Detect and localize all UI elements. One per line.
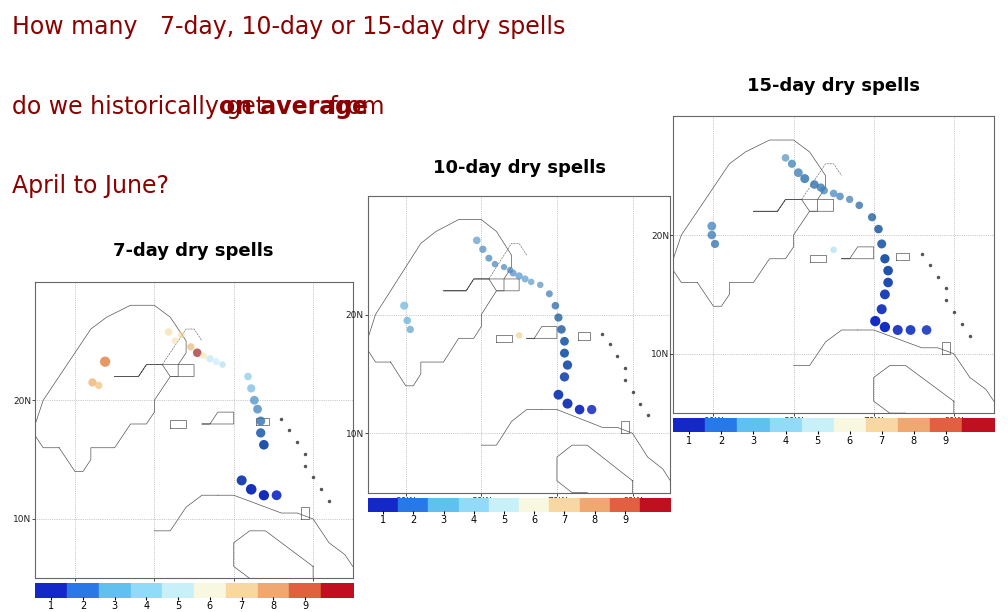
Point (246, 395, 262, 405)
Point (877, 254, 893, 264)
Point (874, 239, 890, 249)
Point (523, 277, 539, 287)
Point (812, 182, 829, 192)
Point (215, 360, 231, 370)
Point (209, 357, 225, 367)
Point (902, 325, 918, 335)
Point (556, 372, 573, 382)
Point (864, 212, 880, 222)
Point (196, 351, 212, 360)
Text: April to June?: April to June? (12, 174, 169, 198)
Point (85, 378, 101, 387)
Point (481, 253, 497, 263)
Point (584, 405, 600, 414)
Point (547, 300, 563, 310)
Point (826, 188, 842, 198)
Point (806, 180, 823, 190)
Point (97, 357, 113, 367)
Point (234, 476, 250, 485)
Point (532, 280, 548, 290)
Point (877, 322, 893, 332)
Point (256, 440, 272, 450)
Point (396, 300, 412, 310)
Point (550, 313, 566, 323)
Point (496, 262, 512, 272)
Point (243, 485, 259, 494)
Text: do we historically get: do we historically get (12, 95, 273, 119)
Text: 7-day dry spells: 7-day dry spells (113, 242, 274, 260)
Point (182, 342, 199, 352)
Point (487, 259, 503, 269)
Point (475, 244, 491, 254)
Point (256, 490, 272, 500)
Point (399, 316, 415, 326)
Point (796, 174, 812, 184)
Point (874, 304, 890, 314)
Point (553, 324, 570, 334)
Point (469, 236, 485, 245)
Point (202, 354, 218, 364)
Point (550, 390, 566, 400)
Point (826, 245, 842, 255)
Point (842, 195, 858, 204)
Point (190, 348, 206, 357)
Point (790, 168, 806, 177)
Point (877, 289, 893, 299)
Point (511, 271, 527, 281)
Point (707, 239, 723, 249)
Point (268, 490, 284, 500)
Point (704, 230, 720, 240)
Point (167, 336, 183, 346)
Point (243, 384, 259, 394)
Point (880, 278, 896, 288)
Text: on average: on average (219, 95, 368, 119)
Point (253, 428, 269, 438)
Point (556, 348, 573, 358)
Point (240, 371, 256, 381)
Point (249, 405, 265, 414)
Point (572, 405, 588, 414)
Point (173, 330, 190, 340)
Point (253, 416, 269, 426)
Point (517, 274, 533, 284)
Point (505, 268, 521, 278)
Point (815, 185, 832, 195)
Point (160, 327, 176, 337)
Text: from: from (322, 95, 384, 119)
Point (556, 337, 573, 346)
Point (880, 266, 896, 275)
Point (502, 265, 518, 275)
Text: 15-day dry spells: 15-day dry spells (747, 77, 920, 95)
Point (867, 316, 883, 326)
Text: How many   7-day, 10-day or 15-day dry spells: How many 7-day, 10-day or 15-day dry spe… (12, 15, 565, 39)
Point (559, 399, 576, 409)
Point (890, 325, 906, 335)
Point (851, 200, 867, 210)
Point (871, 224, 887, 234)
Text: 10-day dry spells: 10-day dry spells (432, 160, 606, 177)
Point (704, 221, 720, 231)
Point (784, 159, 800, 169)
Point (832, 192, 848, 201)
Point (402, 324, 418, 334)
Point (918, 325, 934, 335)
Point (559, 360, 576, 370)
Point (777, 153, 793, 163)
Point (91, 381, 107, 390)
Point (511, 330, 527, 340)
Point (541, 289, 557, 299)
